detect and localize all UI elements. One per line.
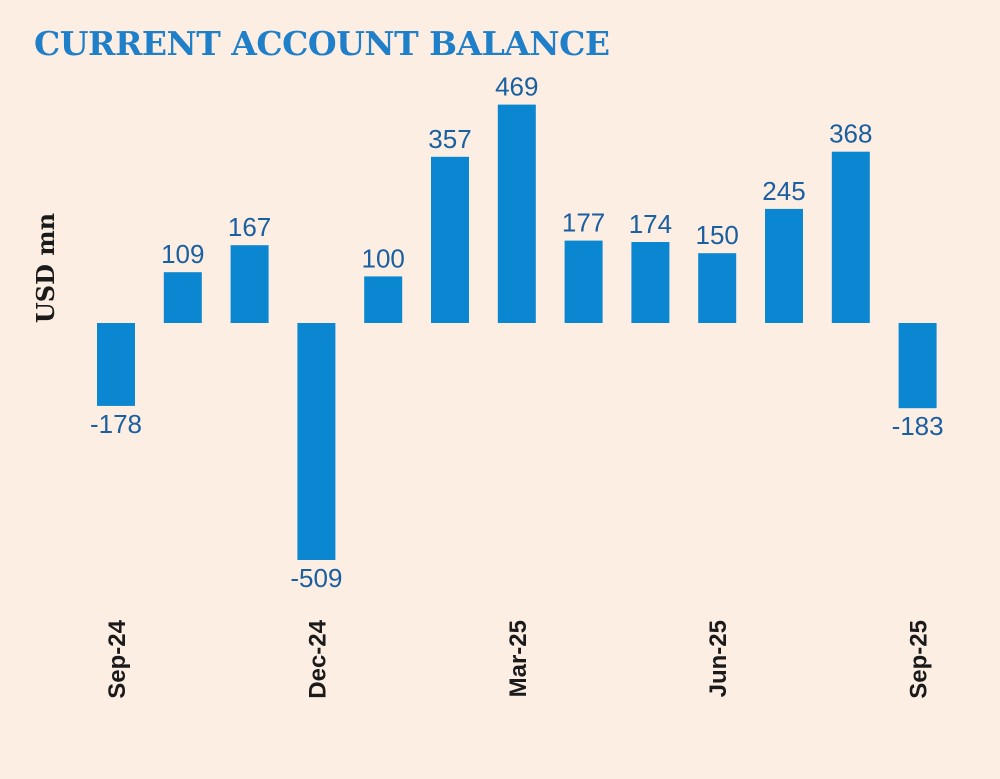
bar-apr-25 bbox=[564, 240, 603, 323]
bar-jun-25 bbox=[698, 253, 737, 323]
value-label-nov-24: 167 bbox=[228, 212, 271, 242]
y-axis-label: USD mn bbox=[31, 213, 60, 323]
bar-aug-25 bbox=[831, 151, 870, 323]
x-tick-label-mar-25: Mar-25 bbox=[505, 620, 532, 697]
bar-feb-25 bbox=[431, 156, 469, 323]
bar-sep-25 bbox=[898, 323, 937, 409]
value-label-dec-24: -509 bbox=[290, 563, 342, 593]
value-label-jan-25: 100 bbox=[362, 243, 405, 273]
bar-mar-25 bbox=[497, 104, 536, 323]
bar-nov-24 bbox=[230, 245, 269, 323]
value-label-feb-25: 357 bbox=[428, 124, 471, 154]
bar-sep-24 bbox=[97, 323, 135, 406]
x-tick-label-jun-25: Jun-25 bbox=[705, 620, 732, 697]
chart-title: CURRENT ACCOUNT BALANCE bbox=[34, 24, 610, 63]
value-label-sep-24: -178 bbox=[90, 409, 142, 439]
bar-jan-25 bbox=[364, 276, 403, 323]
value-label-may-25: 174 bbox=[629, 209, 672, 239]
x-tick-label-sep-25: Sep-25 bbox=[906, 620, 933, 699]
value-label-oct-24: 109 bbox=[161, 239, 204, 269]
bar-jul-25 bbox=[765, 208, 803, 323]
value-label-jul-25: 245 bbox=[762, 176, 805, 206]
bar-oct-24 bbox=[163, 272, 202, 323]
value-label-apr-25: 177 bbox=[562, 208, 605, 238]
value-label-sep-25: -183 bbox=[892, 411, 944, 441]
x-tick-label-dec-24: Dec-24 bbox=[304, 619, 331, 698]
bar-dec-24 bbox=[297, 323, 336, 560]
bar-may-25 bbox=[631, 242, 670, 323]
x-tick-label-sep-24: Sep-24 bbox=[104, 619, 131, 698]
value-label-aug-25: 368 bbox=[829, 119, 872, 149]
x-tick-labels-group: Sep-24 Dec-24 Mar-25 Jun-25 Sep-25 bbox=[104, 619, 933, 698]
value-label-mar-25: 469 bbox=[495, 72, 538, 102]
bars-group bbox=[97, 104, 937, 560]
value-labels-group: -178 109 167 -509 100 357 469 177 174 150 245 368 -1… bbox=[90, 72, 944, 593]
value-label-jun-25: 150 bbox=[696, 220, 739, 250]
